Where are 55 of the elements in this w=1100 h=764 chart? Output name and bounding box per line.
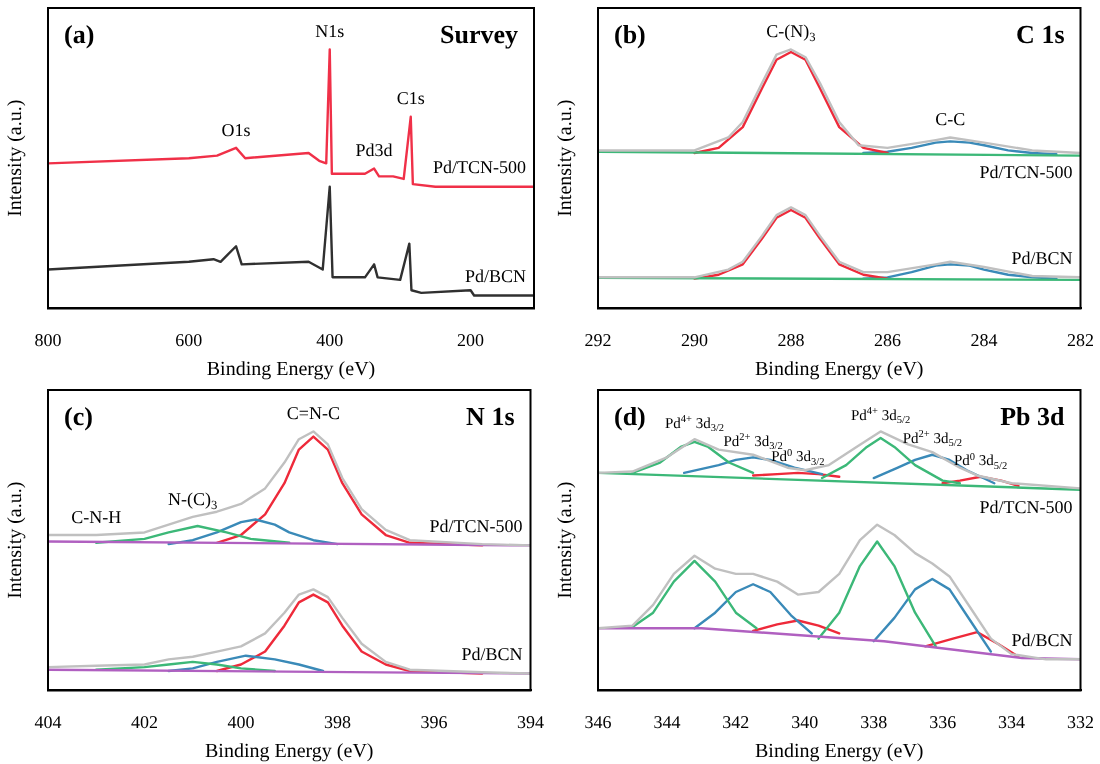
x-tick-label: 398 — [324, 711, 352, 732]
text: C 1s — [1016, 18, 1065, 49]
series-label: Pd/TCN-500 — [979, 497, 1074, 518]
series-label: Pd/BCN — [464, 266, 527, 287]
x-tick-label: 290 — [681, 329, 709, 350]
x-tick-label: 288 — [777, 329, 806, 350]
x-axis-title: Binding Energy (eV) — [755, 359, 924, 382]
x-tick-label: 200 — [457, 329, 486, 350]
series-label: Pd/TCN-500 — [979, 161, 1074, 182]
text: (d) — [614, 400, 646, 431]
text: Survey — [440, 18, 519, 49]
x-tick-label: 292 — [584, 329, 612, 350]
annotation: Pd3d — [355, 140, 394, 161]
x-tick-label: 800 — [34, 329, 63, 350]
text: N 1s — [466, 400, 515, 431]
annotation: N1s — [315, 21, 346, 42]
y-axis-title: Intensity (a.u.) — [5, 481, 28, 599]
series-label: Pd/BCN — [1011, 630, 1074, 651]
text: (a) — [64, 18, 95, 49]
x-axis-title: Binding Energy (eV) — [205, 741, 374, 764]
x-tick-label: 400 — [227, 711, 256, 732]
x-tick-label: 334 — [998, 711, 1027, 732]
x-tick-label: 336 — [929, 711, 958, 732]
x-tick-label: 332 — [1067, 711, 1094, 732]
series-label: Pd/BCN — [1011, 248, 1074, 269]
x-tick-label: 338 — [860, 711, 889, 732]
x-tick-label: 284 — [970, 329, 999, 350]
y-axis-title: Intensity (a.u.) — [5, 99, 28, 217]
series-label: Pd/BCN — [461, 644, 524, 665]
x-tick-label: 346 — [584, 711, 613, 732]
text: (c) — [64, 400, 93, 431]
annotation: O1s — [221, 119, 252, 140]
x-tick-label: 286 — [874, 329, 902, 350]
annotation: C-C — [935, 109, 966, 130]
annotation: C1s — [396, 88, 426, 109]
x-tick-label: 400 — [316, 329, 345, 350]
x-tick-label: 600 — [175, 329, 204, 350]
x-tick-label: 394 — [517, 711, 545, 732]
x-tick-label: 404 — [34, 711, 63, 732]
annotation: C-N-H — [71, 506, 123, 527]
y-axis-title: Intensity (a.u.) — [555, 481, 578, 599]
x-tick-label: 396 — [420, 711, 449, 732]
x-tick-label: 344 — [653, 711, 682, 732]
series-label: Pd/TCN-500 — [432, 157, 527, 178]
x-tick-label: 340 — [791, 711, 820, 732]
x-tick-label: 282 — [1067, 329, 1094, 350]
x-axis-title: Binding Energy (eV) — [755, 741, 924, 764]
x-axis-title: Binding Energy (eV) — [206, 359, 376, 382]
text: (b) — [614, 18, 646, 49]
text: Pb 3d — [1000, 400, 1067, 431]
annotation: C=N-C — [286, 403, 340, 424]
y-axis-title: Intensity (a.u.) — [555, 99, 578, 217]
series-label: Pd/TCN-500 — [429, 516, 524, 537]
x-tick-label: 342 — [722, 711, 750, 732]
x-tick-label: 402 — [131, 711, 158, 732]
